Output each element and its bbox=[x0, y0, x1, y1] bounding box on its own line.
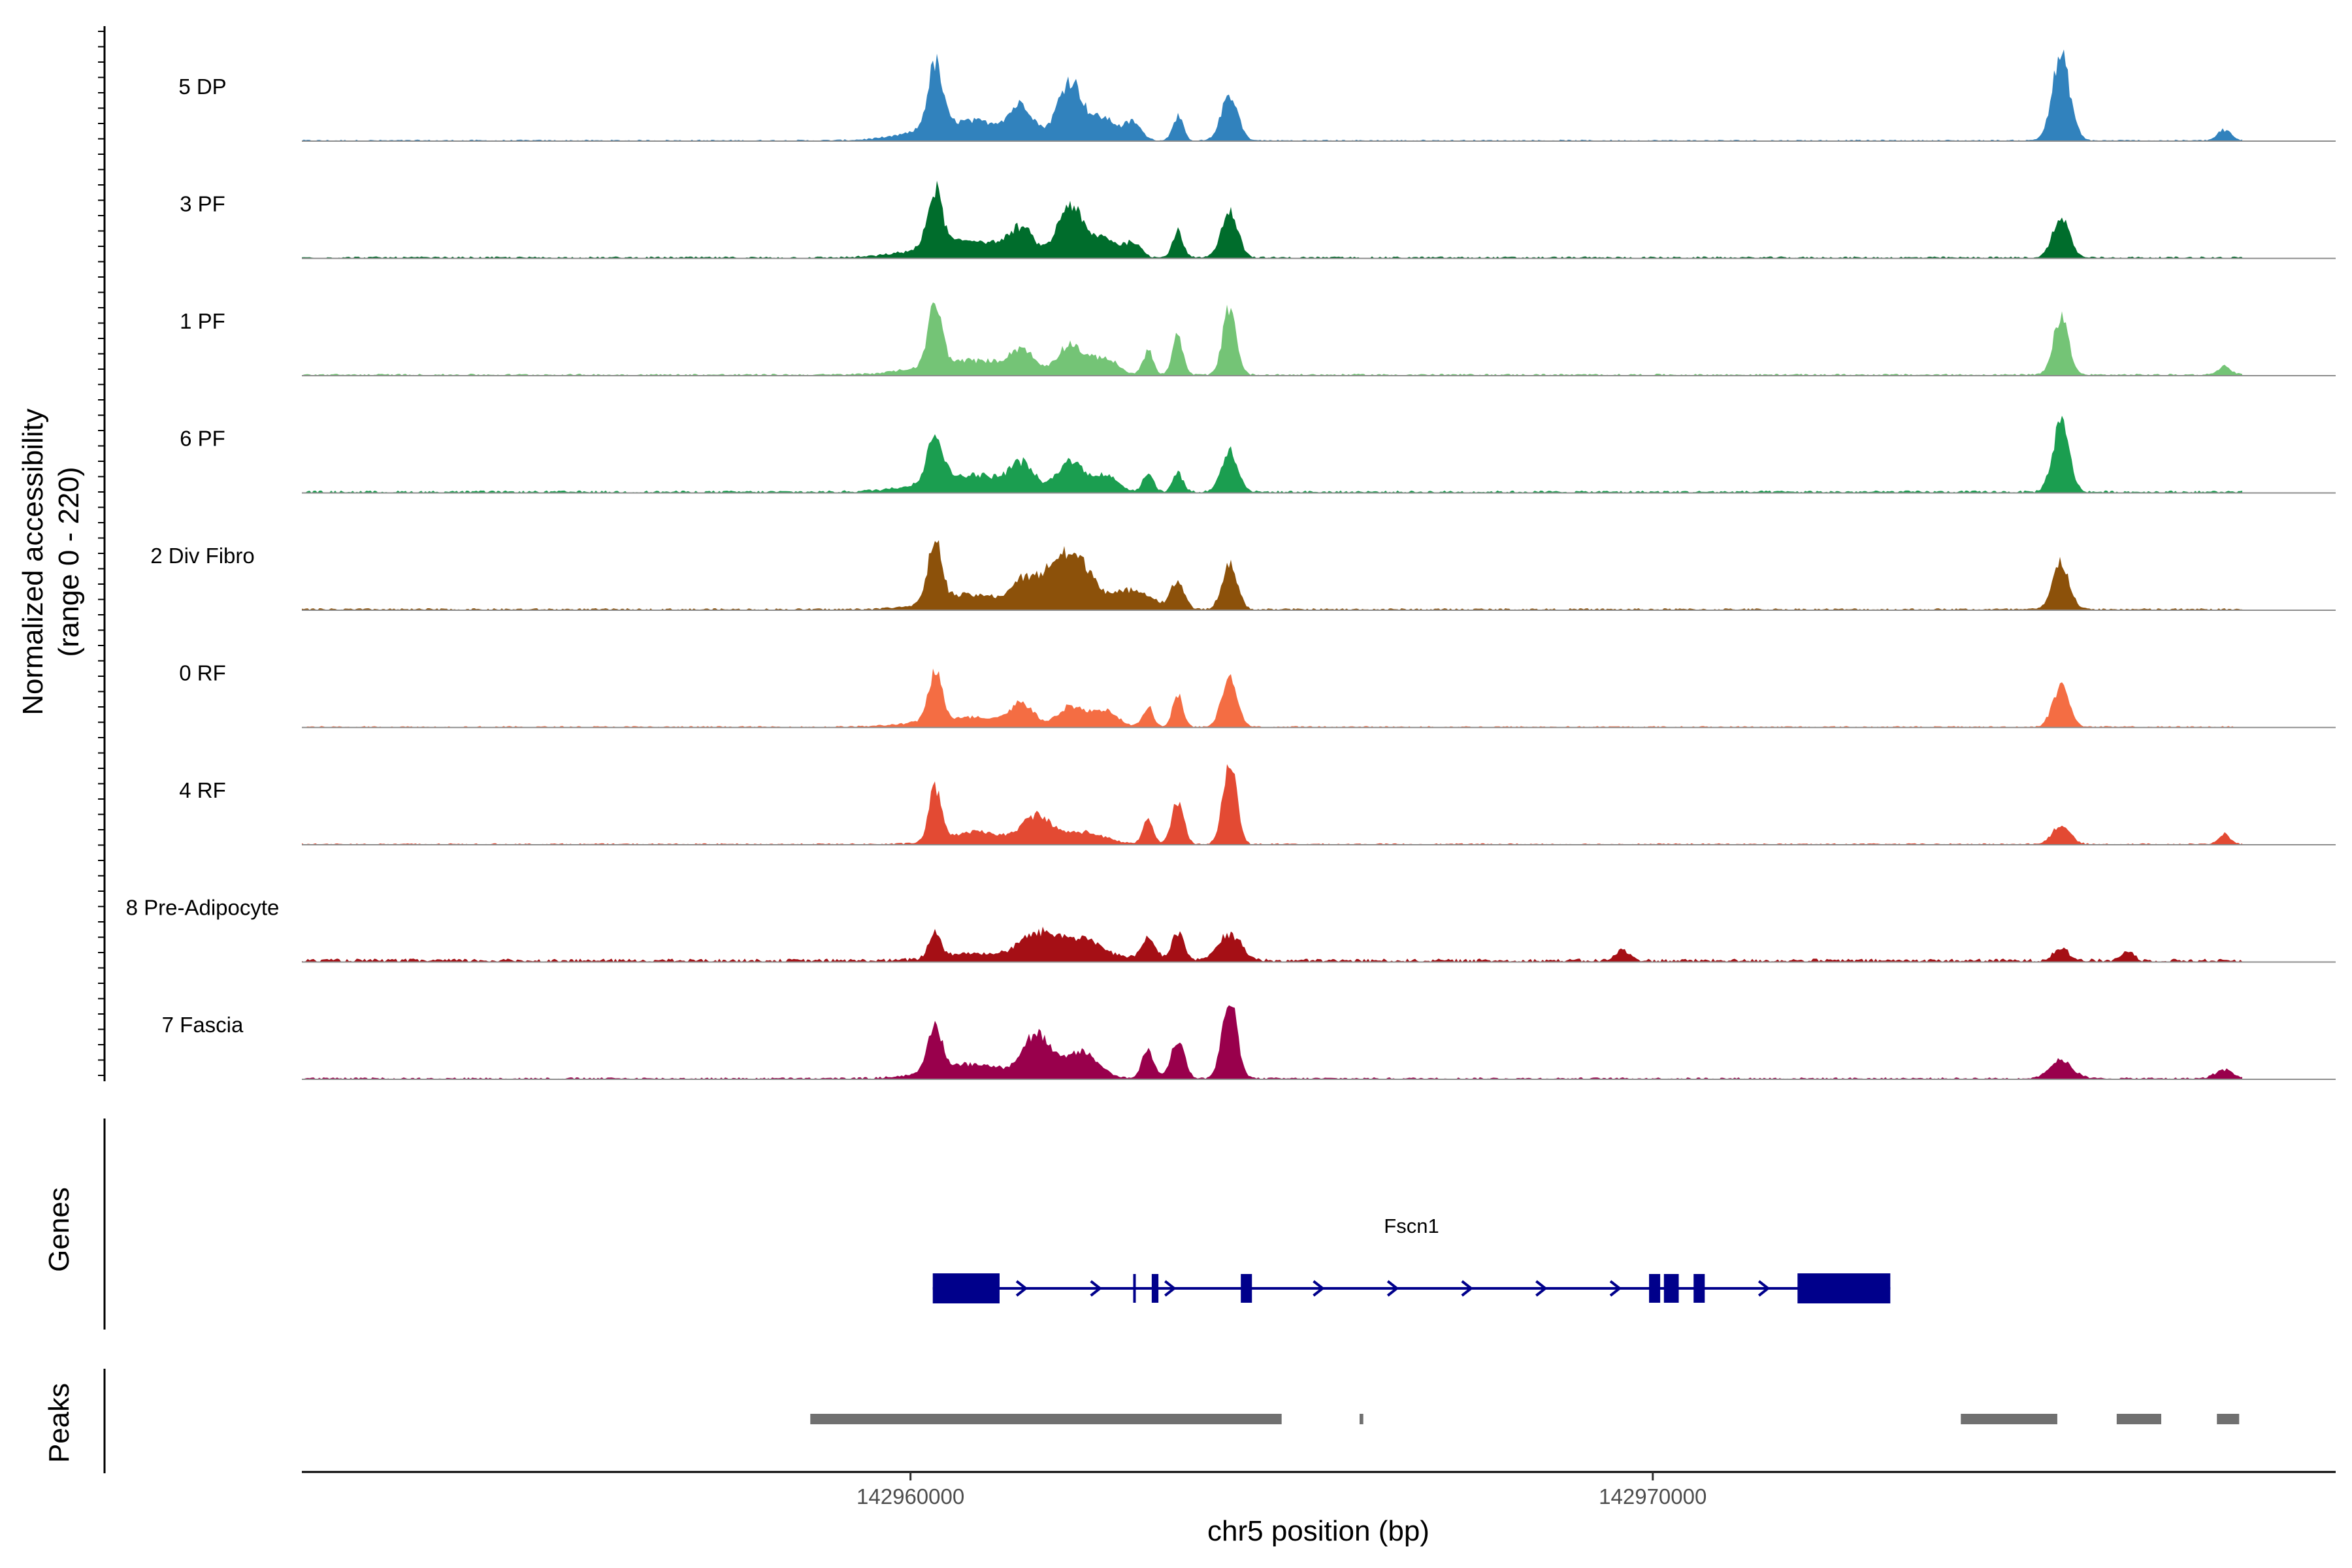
x-tick-label: 142960000 bbox=[857, 1484, 964, 1509]
track-signal bbox=[302, 416, 2242, 493]
peak-region bbox=[1961, 1414, 2057, 1424]
y-axis bbox=[98, 26, 106, 1081]
track-signal bbox=[302, 302, 2242, 376]
track-signal bbox=[302, 764, 2242, 845]
track-signal bbox=[302, 1005, 2242, 1079]
coverage-tracks: 5 DP 3 PF 1 PF 6 PF 2 Div Fibro 0 RF 4 RF 8 Pre… bbox=[126, 49, 2336, 1080]
gene-name: Fscn1 bbox=[1384, 1215, 1439, 1237]
strand-arrow-icon bbox=[1609, 1280, 1622, 1297]
track-0-rf: 0 RF bbox=[179, 661, 2336, 728]
strand-arrow-icon bbox=[1757, 1280, 1771, 1297]
gene-panel: Fscn1 bbox=[103, 1119, 1891, 1330]
gene-exon bbox=[1151, 1274, 1159, 1303]
peaks-panel-label: Peaks bbox=[43, 1383, 75, 1463]
track-2-div-fibro: 2 Div Fibro bbox=[150, 540, 2336, 611]
track-7-fascia: 7 Fascia bbox=[162, 1005, 2336, 1080]
gene-exon bbox=[1133, 1274, 1136, 1303]
strand-arrow-icon bbox=[1015, 1280, 1028, 1297]
track-signal bbox=[302, 540, 2242, 610]
peak-region bbox=[1359, 1414, 1364, 1424]
x-axis-title: chr5 position (bp) bbox=[1207, 1515, 1429, 1547]
gene-exon bbox=[1649, 1274, 1661, 1303]
strand-arrow-icon bbox=[1090, 1280, 1102, 1297]
track-label: 1 PF bbox=[180, 309, 225, 333]
strand-arrow-icon bbox=[1386, 1280, 1399, 1297]
track-label: 3 PF bbox=[180, 192, 225, 216]
x-axis: 142960000 142970000 bbox=[302, 1471, 2336, 1509]
track-3-pf: 3 PF bbox=[180, 180, 2336, 259]
track-signal bbox=[302, 668, 2242, 728]
track-signal bbox=[302, 180, 2242, 259]
track-4-rf: 4 RF bbox=[179, 764, 2336, 845]
strand-arrow-icon bbox=[1313, 1280, 1325, 1297]
track-label: 4 RF bbox=[179, 778, 226, 802]
strand-arrow-icon bbox=[1461, 1280, 1473, 1297]
track-label: 6 PF bbox=[180, 427, 225, 451]
track-5-dp: 5 DP bbox=[178, 49, 2336, 142]
track-label: 7 Fascia bbox=[162, 1013, 244, 1037]
y-axis-title-line2: (range 0 - 220) bbox=[53, 466, 85, 657]
track-8-pre-adipocyte: 8 Pre-Adipocyte bbox=[126, 896, 2336, 963]
gene-exon bbox=[1241, 1274, 1252, 1303]
track-signal bbox=[302, 49, 2242, 141]
peak-region bbox=[810, 1414, 1282, 1424]
y-axis-title-line1: Normalized accessibility bbox=[17, 408, 49, 715]
gene-exon bbox=[1693, 1274, 1705, 1303]
gene-exon bbox=[1797, 1273, 1891, 1303]
track-label: 5 DP bbox=[178, 74, 226, 99]
strand-arrow-icon bbox=[1535, 1280, 1548, 1297]
gene-exon bbox=[1663, 1274, 1679, 1303]
track-1-pf: 1 PF bbox=[180, 302, 2336, 376]
strand-arrow-icon bbox=[1164, 1280, 1177, 1297]
track-label: 8 Pre-Adipocyte bbox=[126, 896, 280, 920]
peak-region bbox=[2217, 1414, 2240, 1424]
genes-panel-label: Genes bbox=[43, 1187, 75, 1272]
peaks-panel bbox=[103, 1369, 2240, 1473]
track-6-pf: 6 PF bbox=[180, 416, 2336, 494]
track-label: 2 Div Fibro bbox=[150, 544, 255, 568]
x-tick-label: 142970000 bbox=[1599, 1484, 1707, 1509]
track-label: 0 RF bbox=[179, 661, 226, 685]
gene-exon bbox=[932, 1273, 1000, 1303]
track-signal bbox=[302, 926, 2242, 962]
peak-region bbox=[2116, 1414, 2162, 1424]
